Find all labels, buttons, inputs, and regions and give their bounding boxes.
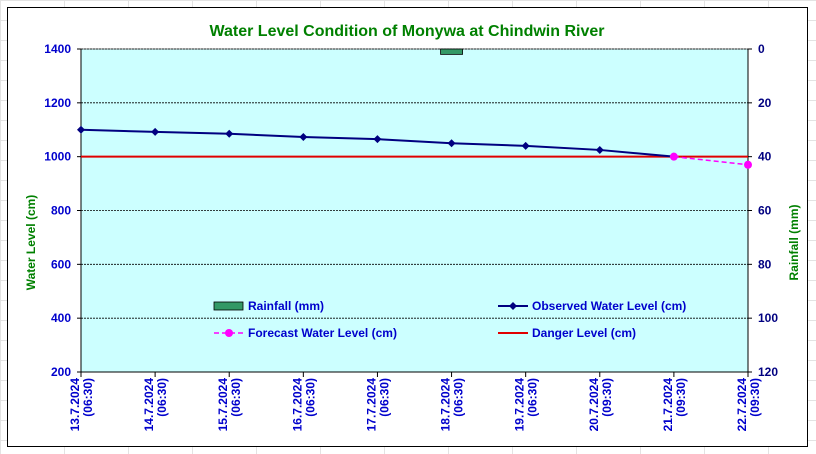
left-tick-label: 1400	[44, 42, 71, 56]
chart-frame: Water Level Condition of Monywa at Chind…	[7, 7, 808, 447]
x-tick-time: (06:30)	[303, 378, 317, 417]
x-tick-time: (06:30)	[81, 378, 95, 417]
x-tick-label: 15.7.2024 (06:30)	[216, 378, 243, 432]
chart-title: Water Level Condition of Monywa at Chind…	[210, 23, 605, 40]
right-tick-label: 20	[758, 96, 772, 110]
x-tick-date: 14.7.2024	[142, 378, 156, 432]
legend-item: Forecast Water Level (cm)	[214, 326, 397, 340]
legend-marker-observed	[509, 302, 517, 310]
x-tick-label: 19.7.2024 (06:30)	[513, 378, 540, 432]
x-tick-label: 18.7.2024 (06:30)	[439, 378, 466, 432]
x-tick-date: 18.7.2024	[439, 378, 453, 432]
forecast-point	[744, 160, 752, 169]
legend-item: Danger Level (cm)	[498, 326, 636, 340]
x-tick-time: (06:30)	[377, 378, 391, 417]
legend-label: Observed Water Level (cm)	[532, 299, 686, 313]
x-tick-time: (09:30)	[674, 378, 688, 417]
rainfall-bar	[440, 48, 463, 55]
y2-axis-title: Rainfall (mm)	[787, 204, 801, 280]
legend-label: Rainfall (mm)	[248, 299, 324, 313]
observed-point	[447, 139, 456, 148]
right-tick-label: 40	[758, 150, 772, 164]
y-axis-title: Water Level (cm)	[24, 195, 38, 291]
observed-point	[595, 145, 604, 154]
x-tick-date: 21.7.2024	[661, 378, 675, 432]
legend: Rainfall (mm) Observed Water Level (cm) Fo…	[213, 299, 686, 340]
forecast-point	[669, 152, 678, 161]
x-tick-label: 22.7.2024 (09:30)	[735, 378, 762, 432]
right-tick-label: 80	[758, 257, 772, 271]
legend-item: Observed Water Level (cm)	[498, 299, 686, 313]
series	[77, 48, 752, 169]
x-tick-label: 21.7.2024 (09:30)	[661, 378, 688, 432]
observed-point	[225, 129, 234, 138]
right-axis-ticks: 0 20 40 60 80 100 120	[748, 42, 778, 379]
observed-point	[77, 125, 85, 134]
legend-marker-forecast	[225, 329, 233, 337]
x-tick-label: 17.7.2024 (06:30)	[364, 378, 391, 432]
x-tick-date: 13.7.2024	[68, 378, 82, 432]
x-tick-date: 17.7.2024	[364, 378, 378, 432]
x-tick-time: (06:30)	[452, 378, 466, 417]
legend-item: Rainfall (mm)	[213, 299, 324, 313]
left-tick-label: 400	[51, 311, 71, 325]
x-tick-label: 16.7.2024 (06:30)	[290, 378, 317, 432]
left-axis-ticks: 200 400 600 800 1000 1200 1400	[44, 42, 81, 379]
right-tick-label: 120	[758, 365, 778, 379]
x-tick-label: 13.7.2024 (06:30)	[68, 378, 95, 432]
chart-svg: Water Level Condition of Monywa at Chind…	[24, 23, 801, 431]
x-tick-label: 20.7.2024 (09:30)	[587, 378, 614, 432]
x-tick-date: 15.7.2024	[216, 378, 230, 432]
x-tick-time: (06:30)	[229, 378, 243, 417]
x-tick-time: (09:30)	[600, 378, 614, 417]
left-tick-label: 800	[51, 204, 71, 218]
left-tick-label: 1200	[44, 96, 71, 110]
right-tick-label: 60	[758, 204, 772, 218]
grid-lines	[81, 48, 748, 319]
left-tick-label: 600	[51, 257, 71, 271]
x-tick-date: 22.7.2024	[735, 378, 749, 432]
x-tick-time: (06:30)	[155, 378, 169, 417]
observed-point	[151, 127, 160, 136]
x-tick-date: 16.7.2024	[290, 378, 304, 432]
observed-point	[299, 133, 308, 142]
left-tick-label: 200	[51, 365, 71, 379]
observed-point	[521, 141, 530, 150]
legend-swatch-rainfall	[213, 301, 244, 311]
right-tick-label: 0	[758, 42, 765, 56]
x-tick-label: 14.7.2024 (06:30)	[142, 378, 169, 432]
forecast-line	[673, 155, 749, 166]
left-tick-label: 1000	[44, 150, 71, 164]
x-axis-ticks: 13.7.2024 (06:30) 14.7.2024 (06:30) 15.7.202…	[68, 372, 762, 431]
observed-point	[373, 135, 382, 144]
x-tick-date: 20.7.2024	[587, 378, 601, 432]
x-tick-date: 19.7.2024	[513, 378, 527, 432]
legend-label: Forecast Water Level (cm)	[248, 326, 397, 340]
right-tick-label: 100	[758, 311, 778, 325]
x-tick-time: (09:30)	[748, 378, 762, 417]
legend-label: Danger Level (cm)	[532, 326, 636, 340]
x-tick-time: (06:30)	[526, 378, 540, 417]
